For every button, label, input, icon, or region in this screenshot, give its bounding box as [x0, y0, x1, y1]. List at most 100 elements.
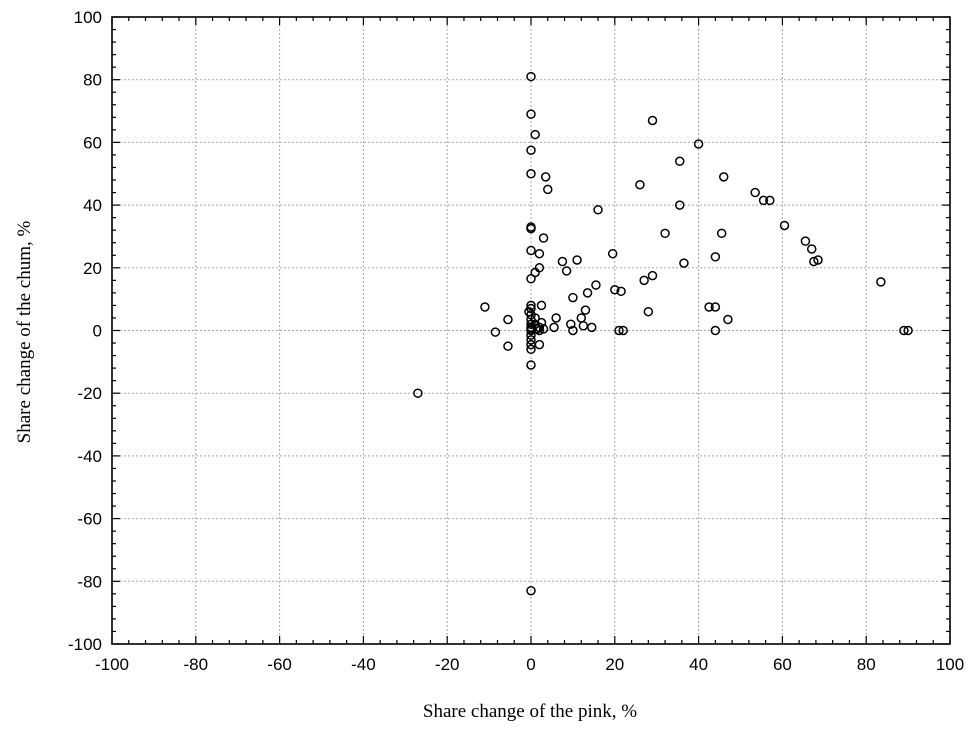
- data-point: [561, 266, 572, 276]
- y-tick-label: 100: [74, 8, 102, 27]
- y-tick-label: 80: [83, 71, 102, 90]
- data-point: [693, 139, 704, 149]
- data-point: [526, 303, 536, 314]
- data-point: [704, 302, 714, 312]
- data-point: [572, 255, 582, 265]
- data-point: [543, 184, 553, 195]
- data-point: [534, 263, 545, 273]
- data-point: [679, 258, 689, 268]
- x-tick-label: -60: [267, 655, 292, 674]
- x-tick-label: 60: [773, 655, 792, 674]
- data-point: [532, 324, 543, 334]
- data-point: [551, 313, 561, 323]
- plot-frame: [111, 16, 951, 645]
- data-point: [903, 325, 913, 336]
- data-point: [536, 300, 547, 311]
- data-point: [480, 302, 490, 312]
- data-point: [526, 300, 536, 311]
- data-point: [568, 292, 578, 303]
- data-point: [639, 275, 649, 286]
- data-point: [710, 325, 721, 336]
- data-point: [800, 236, 811, 246]
- data-point: [530, 313, 540, 323]
- data-point: [674, 156, 685, 166]
- data-point: [534, 248, 545, 259]
- data-point: [779, 220, 790, 231]
- data-point: [806, 244, 817, 254]
- data-point: [635, 179, 645, 190]
- data-point: [534, 322, 545, 333]
- data-point: [647, 115, 658, 126]
- data-point: [580, 305, 591, 315]
- data-point: [538, 233, 549, 243]
- data-point: [723, 314, 733, 325]
- data-point: [591, 280, 601, 290]
- data-point: [716, 228, 727, 239]
- data-point: [503, 314, 513, 325]
- data-point: [587, 322, 597, 333]
- data-point: [534, 339, 545, 350]
- y-tick-label: 40: [83, 196, 102, 215]
- data-point: [549, 322, 559, 333]
- y-tick-label: -60: [77, 510, 102, 529]
- data-point: [536, 317, 547, 328]
- data-point: [526, 330, 536, 340]
- data-point: [660, 228, 670, 239]
- x-tick-label: -40: [351, 655, 376, 674]
- data-point: [813, 255, 823, 265]
- data-point: [530, 129, 540, 140]
- data-point: [526, 344, 536, 355]
- data-point: [765, 195, 775, 206]
- data-point: [582, 288, 593, 298]
- x-tick-label: 100: [936, 655, 964, 674]
- data-point: [526, 245, 536, 256]
- data-point: [526, 274, 536, 284]
- y-tick-label: -80: [77, 572, 102, 591]
- y-tick-label: 60: [83, 133, 102, 152]
- data-point: [643, 306, 654, 317]
- x-axis-title: Share change of the pink, %: [423, 701, 637, 722]
- data-point: [616, 286, 626, 297]
- data-point: [710, 302, 721, 312]
- data-point: [538, 324, 549, 334]
- data-point: [614, 325, 624, 336]
- data-point: [526, 109, 536, 119]
- data-point: [647, 270, 658, 281]
- x-tick-label: 20: [605, 655, 624, 674]
- x-tick-labels: -100 -80 -60 -40 -20 0 20 40 60 80 100: [95, 655, 964, 674]
- data-point: [674, 200, 685, 210]
- x-tick-label: -20: [435, 655, 460, 674]
- data-point: [540, 172, 551, 182]
- y-tick-label: -20: [77, 384, 102, 403]
- data-point: [758, 195, 769, 206]
- y-axis-title: Share change of the chum, %: [14, 221, 35, 444]
- y-tick-label: 20: [83, 259, 102, 278]
- data-point: [718, 172, 729, 182]
- data-point: [809, 256, 819, 267]
- data-point: [503, 341, 513, 351]
- y-tick-label: -40: [77, 447, 102, 466]
- data-point: [576, 313, 587, 323]
- data-point: [593, 205, 603, 215]
- data-point: [526, 169, 536, 179]
- data-point: [526, 145, 536, 155]
- data-point: [566, 319, 576, 329]
- data-point: [578, 321, 589, 331]
- data-point: [618, 325, 628, 336]
- data-point: [526, 223, 536, 234]
- y-tick-labels: -100 -80 -60 -40 -20 0 20 40 60 80 100: [68, 8, 102, 654]
- data-point: [899, 325, 909, 336]
- data-point: [750, 187, 760, 198]
- data-point: [526, 319, 536, 329]
- data-point: [413, 388, 423, 398]
- y-tick-label: 0: [93, 322, 102, 341]
- data-point: [490, 327, 501, 337]
- data-point: [610, 284, 620, 295]
- x-tick-label: 0: [526, 655, 535, 674]
- data-point: [526, 71, 536, 82]
- data-point: [710, 252, 721, 262]
- data-point: [526, 335, 536, 345]
- data-point: [876, 277, 886, 287]
- x-tick-label: -100: [95, 655, 129, 674]
